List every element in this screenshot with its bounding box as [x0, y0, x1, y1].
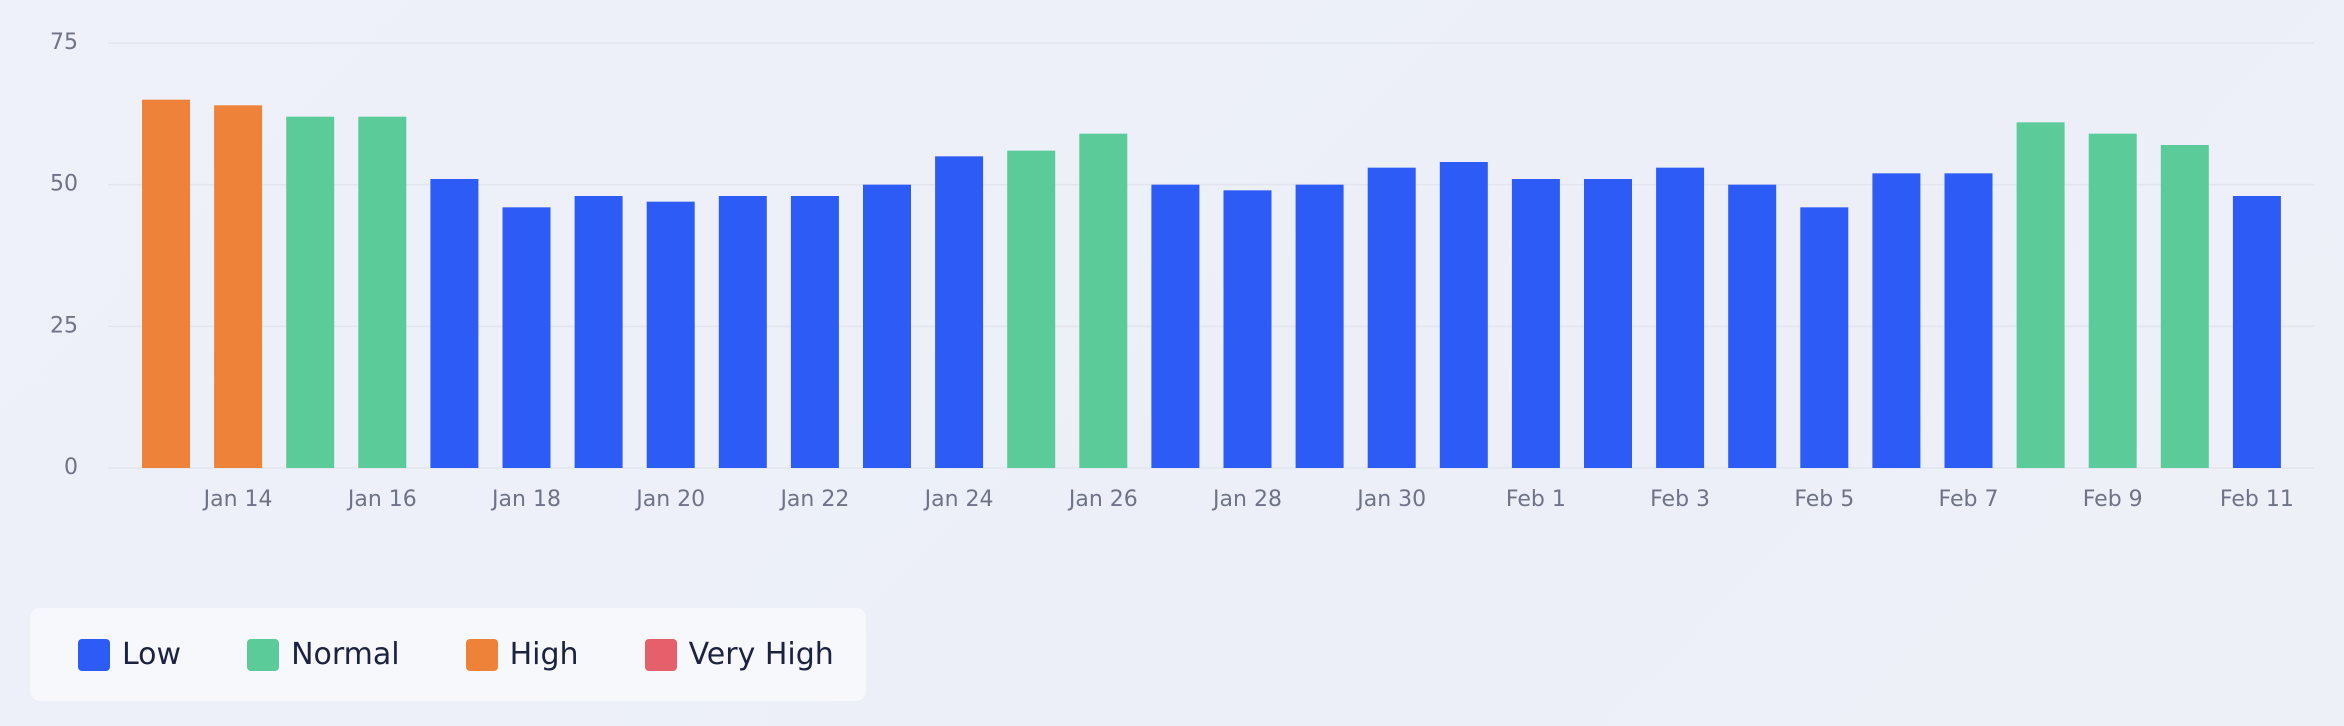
bar — [1728, 184, 1777, 468]
legend-swatch — [644, 638, 677, 671]
x-tick-label: Feb 3 — [1650, 487, 1710, 512]
y-tick-label: 25 — [50, 313, 78, 338]
x-tick-label: Jan 18 — [490, 487, 561, 512]
bar — [2088, 133, 2137, 468]
bar — [1223, 190, 1272, 469]
legend-item: High — [465, 637, 579, 672]
x-tick-label: Feb 7 — [1939, 487, 1999, 512]
x-tick-label: Jan 20 — [634, 487, 705, 512]
bar — [935, 156, 984, 469]
bar — [718, 196, 767, 468]
x-tick-label: Feb 1 — [1506, 487, 1566, 512]
bar — [142, 99, 190, 469]
legend-label: Very High — [688, 637, 834, 672]
bar — [2232, 196, 2281, 468]
bar — [863, 184, 911, 468]
y-tick-label: 75 — [50, 30, 78, 55]
y-tick-label: 0 — [64, 455, 78, 480]
bar — [1151, 184, 1200, 468]
legend-label: High — [509, 637, 579, 672]
x-tick-label: Jan 14 — [202, 487, 273, 512]
bar — [1367, 167, 1416, 468]
x-tick-label: Jan 30 — [1355, 487, 1426, 512]
bar — [2160, 145, 2209, 468]
x-tick-label: Feb 9 — [2083, 487, 2143, 512]
x-tick-label: Jan 22 — [778, 487, 849, 512]
legend-label: Low — [122, 637, 182, 672]
bar — [2016, 122, 2065, 468]
x-tick-label: Feb 11 — [2220, 487, 2294, 512]
y-tick-label: 50 — [50, 172, 78, 197]
bar — [790, 196, 839, 468]
bar — [1944, 173, 1993, 469]
bar — [502, 207, 551, 469]
bar — [214, 105, 263, 468]
legend-swatch — [247, 638, 280, 671]
x-tick-label: Jan 16 — [346, 487, 417, 512]
bar — [1511, 179, 1560, 468]
bar — [1295, 184, 1344, 468]
bar — [286, 116, 335, 469]
chart: 0 25 50 75 Jan 14 Jan 16 Jan 18 Jan 20 Jan 22 Jan… — [50, 30, 2314, 512]
bar — [646, 201, 695, 468]
legend-swatch — [78, 638, 110, 671]
legend-swatch — [465, 638, 498, 671]
legend-label: Normal — [291, 637, 400, 672]
bar — [358, 116, 407, 469]
legend-item: Very High — [644, 637, 834, 672]
x-tick-label: Jan 24 — [923, 487, 994, 512]
legend-item: Normal — [247, 637, 400, 672]
bar — [1800, 207, 1849, 469]
bar — [1584, 179, 1632, 468]
x-tick-label: Jan 26 — [1067, 487, 1138, 512]
bar — [574, 196, 623, 468]
x-tick-label: Feb 5 — [1794, 487, 1854, 512]
bar — [430, 179, 479, 468]
legend: Low Normal High Very High — [30, 608, 866, 701]
bar — [1439, 162, 1488, 468]
x-tick-label: Jan 28 — [1211, 487, 1282, 512]
legend-item: Low — [78, 637, 181, 672]
bar — [1872, 173, 1921, 469]
bar — [1079, 133, 1128, 468]
bar — [1007, 150, 1056, 468]
bar — [1656, 167, 1705, 468]
